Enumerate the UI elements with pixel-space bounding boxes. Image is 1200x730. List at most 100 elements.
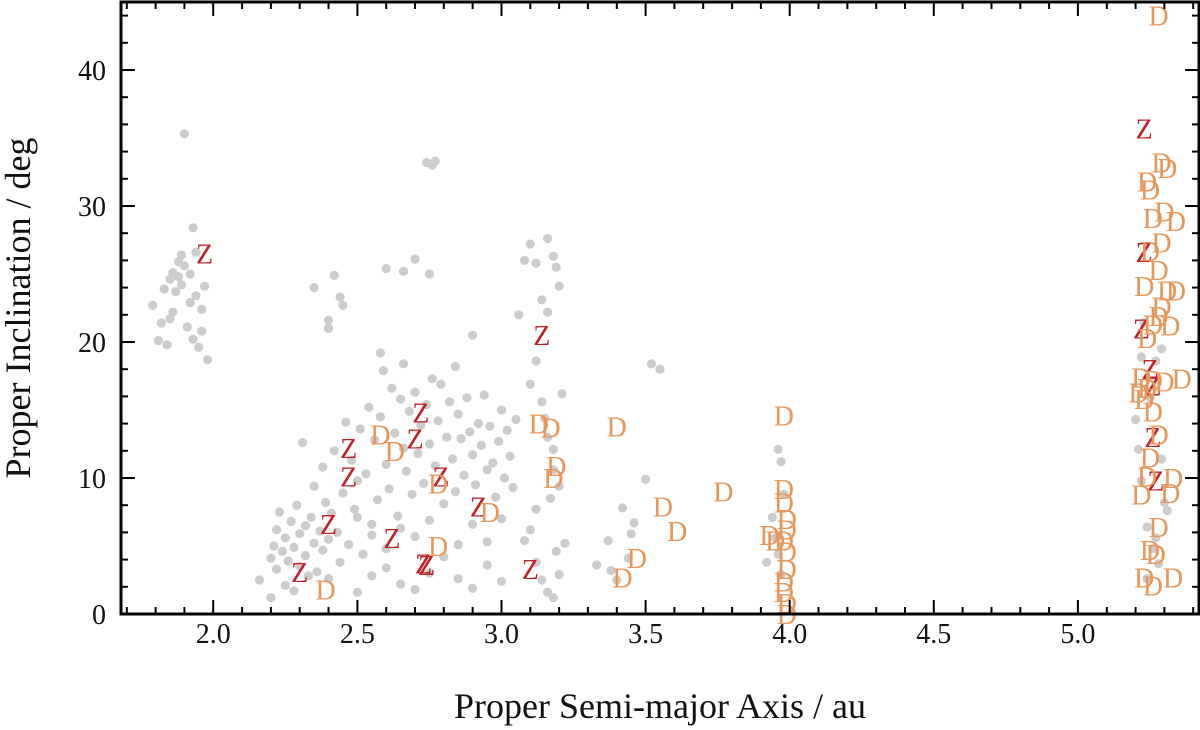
data-point — [191, 291, 201, 301]
data-point — [197, 304, 207, 314]
data-point — [185, 269, 195, 279]
data-point — [540, 413, 550, 423]
data-point — [416, 420, 426, 430]
data-point — [171, 287, 181, 297]
data-point — [430, 156, 440, 166]
data-point — [479, 390, 489, 400]
data-point — [494, 436, 504, 446]
marker-z: Z — [196, 240, 213, 271]
marker-z: Z — [1133, 314, 1150, 345]
marker-d: D — [546, 452, 566, 483]
marker-d: D — [1131, 363, 1151, 394]
marker-d: D — [774, 527, 794, 558]
data-point — [202, 355, 213, 365]
data-point — [468, 450, 478, 460]
data-point — [531, 504, 541, 514]
marker-z: Z — [406, 425, 423, 456]
marker-d: D — [1128, 378, 1148, 409]
data-point — [165, 314, 175, 324]
data-point — [476, 440, 486, 450]
data-point — [254, 575, 264, 585]
marker-d: D — [713, 478, 733, 509]
data-point — [488, 458, 498, 468]
data-point — [148, 300, 158, 310]
data-point — [560, 538, 570, 548]
marker-z: Z — [383, 524, 400, 555]
data-point — [519, 536, 530, 546]
data-point — [1142, 574, 1152, 584]
data-point — [367, 530, 377, 540]
data-point — [292, 500, 302, 510]
marker-z: Z — [412, 399, 429, 430]
data-point — [1142, 522, 1152, 532]
data-point — [200, 281, 210, 291]
data-point — [1154, 559, 1164, 569]
plot-points: ZZZZZZZZZZZZZZZZZZZZZDDDDDDDDDDDDDDDDDDD… — [148, 2, 1192, 631]
data-point — [401, 466, 411, 476]
marker-d: D — [1151, 149, 1171, 180]
marker-d: D — [1137, 374, 1157, 405]
marker-d: D — [777, 555, 797, 586]
data-point — [396, 579, 406, 589]
marker-d: D — [1151, 293, 1171, 324]
marker-d: D — [529, 410, 549, 441]
data-point — [1156, 344, 1167, 354]
marker-d: D — [1148, 302, 1168, 333]
data-point — [318, 545, 328, 555]
data-point — [505, 451, 515, 461]
marker-d: D — [1143, 204, 1163, 235]
data-point — [295, 529, 305, 539]
data-point — [491, 492, 501, 502]
marker-z: Z — [291, 558, 308, 589]
data-point — [537, 575, 547, 585]
data-point — [531, 258, 541, 268]
data-point — [531, 356, 541, 366]
data-point — [326, 508, 336, 518]
data-point — [1151, 533, 1161, 543]
data-point — [776, 570, 786, 580]
marker-d: D — [315, 576, 335, 607]
data-point — [519, 255, 530, 265]
data-point — [525, 379, 535, 389]
data-point — [427, 374, 437, 384]
data-point — [641, 474, 651, 484]
marker-d: D — [1137, 324, 1157, 355]
data-point — [156, 318, 166, 328]
marker-d: D — [1157, 154, 1177, 185]
data-point — [626, 529, 636, 539]
data-point — [352, 587, 362, 597]
data-point — [349, 504, 360, 514]
data-point — [387, 383, 397, 393]
marker-d: D — [1157, 276, 1177, 307]
marker-d: D — [1140, 536, 1160, 567]
data-point — [266, 553, 276, 563]
data-point — [381, 544, 391, 554]
data-point — [548, 465, 559, 475]
marker-d: D — [1148, 421, 1168, 452]
data-point — [543, 234, 553, 244]
data-point — [272, 564, 282, 574]
data-point — [468, 583, 478, 593]
data-point — [176, 250, 187, 260]
marker-d: D — [1160, 312, 1180, 343]
data-point — [537, 295, 547, 305]
data-point — [153, 336, 164, 346]
marker-d: D — [774, 475, 794, 506]
data-point — [482, 537, 492, 547]
data-point — [459, 470, 469, 480]
data-point — [358, 549, 368, 559]
y-axis-title: Proper Inclination / deg — [0, 138, 38, 479]
marker-d: D — [1134, 272, 1154, 303]
data-point — [312, 567, 322, 577]
data-point — [623, 553, 633, 563]
data-point — [269, 541, 279, 551]
data-point — [468, 330, 478, 340]
data-point — [398, 359, 409, 369]
data-point — [762, 557, 772, 567]
marker-z: Z — [533, 321, 550, 352]
data-point — [404, 406, 414, 416]
data-point — [470, 480, 481, 490]
marker-z: Z — [1141, 355, 1158, 386]
marker-d: D — [1148, 513, 1168, 544]
data-point — [424, 568, 434, 578]
